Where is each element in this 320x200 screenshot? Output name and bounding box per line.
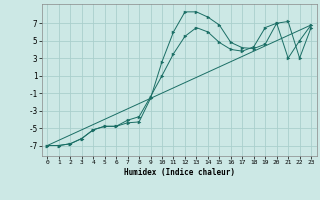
X-axis label: Humidex (Indice chaleur): Humidex (Indice chaleur) — [124, 168, 235, 177]
